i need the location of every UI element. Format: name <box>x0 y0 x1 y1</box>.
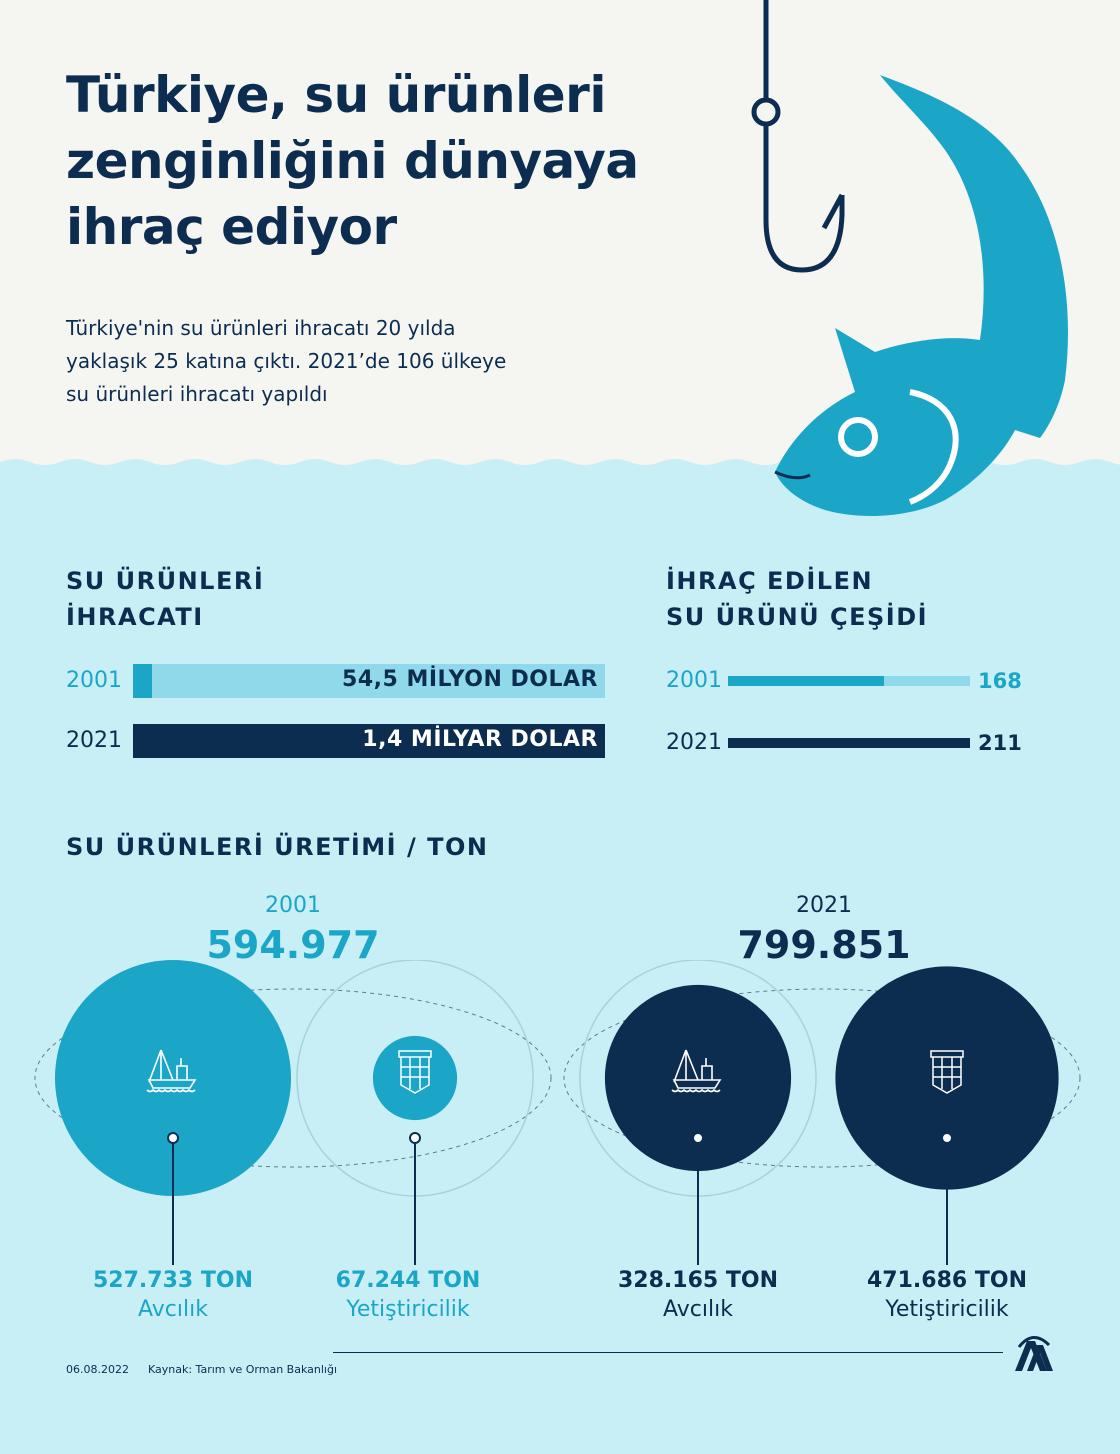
fishing-boat-icon <box>146 1049 197 1093</box>
subtitle-line-1: Türkiye'nin su ürünleri ihracatı 20 yıld… <box>66 316 456 340</box>
export-year-2001: 2001 <box>66 668 122 693</box>
variety-value-2001: 168 <box>978 669 1022 693</box>
export-title-line-1: SU ÜRÜNLERİ <box>66 567 265 595</box>
production-bubbles <box>34 960 1081 1265</box>
fishing-hook-icon <box>751 0 845 273</box>
label-2021-yetistiricilik: Yetiştiricilik <box>885 1297 1009 1322</box>
production-chart-title: SU ÜRÜNLERİ ÜRETİMİ / TON <box>66 833 489 861</box>
export-year-2021: 2021 <box>66 728 122 753</box>
production-year-2021: 2021 <box>796 893 852 918</box>
footer-source: Kaynak: Tarım ve Orman Bakanlığı <box>148 1363 337 1376</box>
page-title: Türkiye, su ürünleri zenginliğini dünyay… <box>66 62 639 260</box>
group-outline-2001 <box>34 988 552 1168</box>
variety-chart-title: İHRAÇ EDİLEN SU ÜRÜNÜ ÇEŞİDİ <box>666 563 928 635</box>
leader-dots <box>167 1132 953 1144</box>
export-bar-2021 <box>133 724 605 758</box>
value-2001-yetistiricilik: 67.244 TON <box>335 1268 481 1293</box>
export-label-2001: 54,5 MİLYON DOLAR <box>342 667 598 692</box>
export-bar-2001 <box>133 664 152 698</box>
value-2001-avcilik: 527.733 TON <box>93 1268 253 1293</box>
fish-icon <box>774 75 1068 516</box>
bubble-2001-yetistiricilik <box>372 1035 458 1121</box>
variety-year-2001: 2001 <box>666 668 722 693</box>
variety-title-line-2: SU ÜRÜNÜ ÇEŞİDİ <box>666 603 929 631</box>
footer-divider <box>333 1352 1003 1353</box>
export-title-line-2: İHRACATI <box>66 603 204 631</box>
title-line-3: ihraç ediyor <box>66 198 397 256</box>
page-subtitle: Türkiye'nin su ürünleri ihracatı 20 yıld… <box>66 312 506 411</box>
variety-year-2021: 2021 <box>666 730 722 755</box>
title-line-1: Türkiye, su ürünleri <box>66 66 606 124</box>
variety-bar-2021 <box>728 738 970 748</box>
fish-farm-cage-icon <box>398 1050 432 1094</box>
label-2001-avcilik: Avcılık <box>138 1297 208 1322</box>
production-year-2001: 2001 <box>265 893 321 918</box>
export-bar-track-2001 <box>133 664 605 698</box>
bubble-2021-yetistiricilik <box>835 966 1059 1190</box>
variety-value-2021: 211 <box>978 731 1022 755</box>
production-total-2001: 594.977 <box>206 923 380 967</box>
subtitle-line-3: su ürünleri ihracatı yapıldı <box>66 382 328 406</box>
footer-date: 06.08.2022 <box>66 1363 129 1376</box>
title-line-2: zenginliğini dünyaya <box>66 132 639 190</box>
fish-farm-cage-icon <box>930 1050 964 1094</box>
fishing-boat-icon <box>671 1049 722 1093</box>
subtitle-line-2: yaklaşık 25 katına çıktı. 2021’de 106 ül… <box>66 349 507 373</box>
value-2021-avcilik: 328.165 TON <box>618 1268 778 1293</box>
leader-lines <box>172 1143 948 1265</box>
label-2001-yetistiricilik: Yetiştiricilik <box>346 1297 470 1322</box>
label-2021-avcilik: Avcılık <box>663 1297 733 1322</box>
group-outline-2021 <box>563 988 1081 1168</box>
variety-bar-2001 <box>728 676 884 686</box>
export-label-2021: 1,4 MİLYAR DOLAR <box>362 727 598 752</box>
variety-title-line-1: İHRAÇ EDİLEN <box>666 567 874 595</box>
aa-logo-icon <box>1015 1336 1053 1371</box>
export-chart-title: SU ÜRÜNLERİ İHRACATI <box>66 563 264 635</box>
production-total-2021: 799.851 <box>737 923 911 967</box>
value-2021-yetistiricilik: 471.686 TON <box>867 1268 1027 1293</box>
